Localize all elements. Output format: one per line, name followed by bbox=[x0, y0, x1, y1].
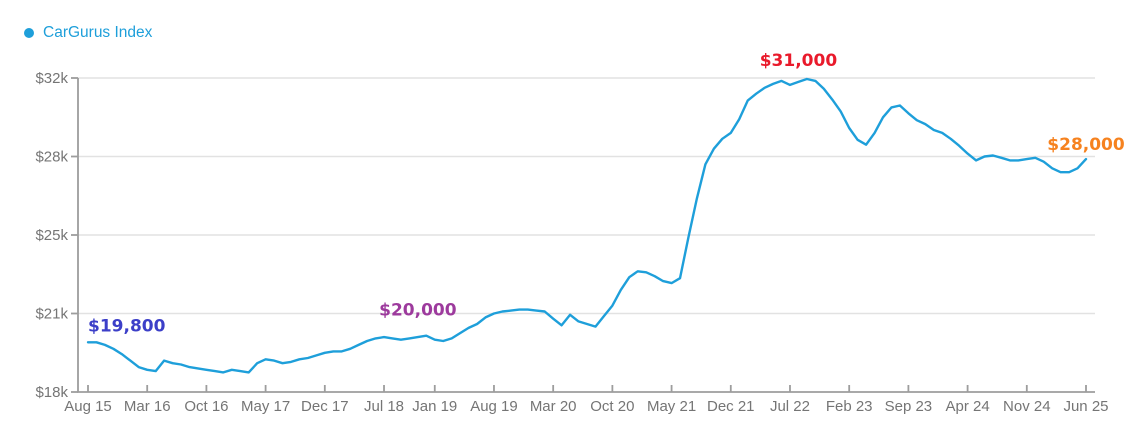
legend-dot-icon bbox=[24, 28, 34, 38]
x-tick-label: Dec 17 bbox=[301, 398, 349, 415]
callout-31000: $31,000 bbox=[760, 51, 838, 71]
x-tick-label: Apr 24 bbox=[945, 398, 989, 415]
x-tick-label: Jul 22 bbox=[770, 398, 810, 415]
price-line-series bbox=[86, 77, 1088, 374]
y-tick-label: $25k bbox=[35, 227, 68, 244]
legend-label: CarGurus Index bbox=[43, 24, 153, 41]
x-tick-label: May 17 bbox=[241, 398, 290, 415]
x-tick-label: Oct 16 bbox=[184, 398, 228, 415]
x-tick-label: May 21 bbox=[647, 398, 696, 415]
y-tick-label: $21k bbox=[35, 306, 68, 323]
x-tick-label: Oct 20 bbox=[590, 398, 634, 415]
legend-item-cargurus-index[interactable]: CarGurus Index bbox=[24, 24, 152, 42]
x-tick-label: Feb 23 bbox=[826, 398, 873, 415]
x-tick-label: Mar 16 bbox=[124, 398, 171, 415]
x-tick-label: Jun 25 bbox=[1063, 398, 1108, 415]
x-tick-label: Jul 18 bbox=[364, 398, 404, 415]
y-tick-label: $28k bbox=[35, 149, 68, 166]
callout-28000: $28,000 bbox=[1047, 135, 1125, 155]
x-tick-label: Aug 19 bbox=[470, 398, 518, 415]
y-tick-label: $18k bbox=[35, 384, 68, 401]
callout-20000: $20,000 bbox=[379, 300, 457, 320]
x-tick-label: Sep 23 bbox=[885, 398, 933, 415]
x-tick-label: Jan 19 bbox=[412, 398, 457, 415]
x-tick-label: Dec 21 bbox=[707, 398, 755, 415]
y-tick-label: $32k bbox=[35, 70, 68, 87]
x-tick-label: Aug 15 bbox=[64, 398, 112, 415]
x-tick-label: Mar 20 bbox=[530, 398, 577, 415]
x-tick-label: Nov 24 bbox=[1003, 398, 1051, 415]
callout-19800: $19,800 bbox=[88, 316, 166, 336]
